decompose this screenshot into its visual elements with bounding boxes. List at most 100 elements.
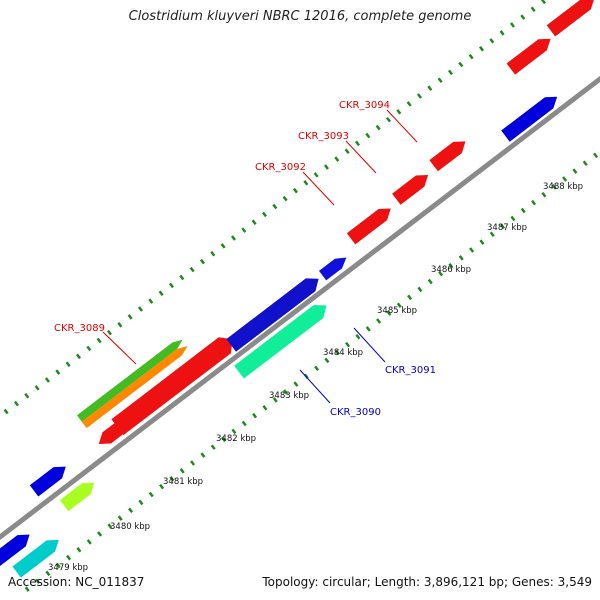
upper-tick-mark bbox=[106, 329, 112, 336]
scale-label: 3487 kbp bbox=[487, 223, 527, 233]
upper-tick-mark bbox=[406, 101, 412, 107]
gene-arrow bbox=[501, 96, 558, 142]
lower-tick-mark bbox=[386, 310, 392, 316]
upper-tick-mark bbox=[3, 408, 9, 415]
upper-tick-mark bbox=[241, 227, 247, 233]
upper-tick-mark bbox=[189, 266, 195, 273]
lower-tick-mark bbox=[55, 562, 61, 569]
lower-tick-mark bbox=[438, 270, 444, 277]
lower-tick-mark bbox=[283, 389, 289, 395]
lower-tick-mark bbox=[293, 381, 299, 387]
map-title: Clostridium kluyveri NBRC 12016, complet… bbox=[128, 9, 472, 24]
upper-tick-mark bbox=[292, 187, 298, 194]
gene-arrow bbox=[111, 337, 233, 436]
upper-tick-mark bbox=[313, 172, 319, 178]
gene-arrow bbox=[77, 339, 183, 422]
upper-tick-mark bbox=[96, 337, 102, 344]
gene-label: CKR_3089 bbox=[54, 323, 105, 334]
gene-label-leader bbox=[302, 171, 335, 206]
upper-tick-mark bbox=[13, 400, 19, 407]
lower-tick-mark bbox=[448, 263, 454, 269]
lower-tick-mark bbox=[355, 334, 361, 340]
lower-tick-mark bbox=[66, 554, 72, 561]
gene-label-leader bbox=[386, 109, 418, 143]
upper-tick-mark bbox=[272, 203, 278, 210]
upper-tick-mark bbox=[447, 69, 453, 76]
lower-tick-mark bbox=[572, 168, 578, 174]
lower-tick-mark bbox=[107, 523, 113, 529]
upper-tick-mark bbox=[210, 251, 216, 257]
upper-tick-mark bbox=[34, 385, 40, 391]
lower-tick-mark bbox=[582, 160, 588, 166]
upper-tick-mark bbox=[148, 298, 154, 304]
upper-tick-mark bbox=[344, 148, 350, 154]
lower-tick-mark bbox=[272, 397, 278, 403]
lower-tick-mark bbox=[148, 491, 154, 498]
lower-tick-mark bbox=[324, 357, 330, 364]
upper-tick-mark bbox=[65, 361, 71, 367]
upper-tick-mark bbox=[24, 393, 30, 399]
lower-tick-mark bbox=[86, 539, 92, 545]
lower-tick-mark bbox=[531, 199, 537, 206]
gene-arrow bbox=[81, 346, 188, 429]
upper-tick-mark bbox=[303, 180, 309, 186]
scale-label: 3480 kbp bbox=[110, 522, 150, 532]
upper-tick-mark bbox=[75, 353, 81, 360]
lower-tick-mark bbox=[179, 468, 185, 474]
scale-label: 3479 kbp bbox=[48, 563, 88, 573]
lower-tick-mark bbox=[117, 515, 123, 521]
upper-tick-mark bbox=[86, 345, 92, 352]
upper-tick-mark bbox=[540, 0, 546, 5]
gene-arrow bbox=[546, 0, 594, 37]
gene-label: CKR_3094 bbox=[339, 100, 390, 111]
genome-summary-text: Topology: circular; Length: 3,896,121 bp… bbox=[262, 575, 592, 589]
upper-tick-mark bbox=[251, 219, 257, 225]
lower-tick-mark bbox=[551, 184, 557, 190]
upper-tick-mark bbox=[168, 282, 174, 289]
lower-tick-mark bbox=[76, 546, 82, 553]
genome-backbone-line bbox=[0, 75, 600, 541]
gene-arrow bbox=[392, 175, 429, 205]
upper-tick-mark bbox=[385, 116, 391, 123]
lower-tick-mark bbox=[210, 444, 216, 450]
gene-arrow bbox=[29, 466, 66, 497]
lower-tick-mark bbox=[128, 507, 134, 514]
upper-tick-mark bbox=[520, 14, 526, 20]
upper-tick-mark bbox=[354, 140, 360, 147]
lower-tick-mark bbox=[45, 570, 51, 577]
lower-tick-mark bbox=[500, 223, 506, 230]
upper-tick-mark bbox=[137, 306, 143, 312]
upper-tick-mark bbox=[375, 124, 381, 131]
lower-tick-mark bbox=[562, 176, 568, 182]
upper-tick-mark bbox=[127, 314, 133, 320]
lower-tick-mark bbox=[510, 215, 516, 222]
gene-label: CKR_3090 bbox=[330, 407, 381, 418]
lower-tick-mark bbox=[159, 483, 165, 490]
upper-tick-mark bbox=[158, 290, 164, 296]
upper-tick-mark bbox=[179, 274, 185, 281]
gene-label-leader bbox=[345, 140, 377, 174]
gene-arrow bbox=[0, 534, 30, 566]
lower-tick-mark bbox=[252, 412, 258, 419]
gene-label-leader bbox=[353, 327, 386, 363]
gene-arrow bbox=[12, 539, 59, 578]
lower-tick-mark bbox=[97, 531, 103, 537]
gene-arrow bbox=[346, 208, 391, 245]
lower-tick-mark bbox=[479, 239, 485, 245]
lower-tick-mark bbox=[427, 278, 433, 285]
upper-tick-mark bbox=[427, 85, 433, 91]
gene-arrow bbox=[506, 38, 551, 75]
gene-arrow bbox=[59, 482, 95, 512]
lower-tick-mark bbox=[417, 286, 423, 293]
upper-tick-mark bbox=[365, 132, 371, 139]
gene-label-leader bbox=[299, 369, 331, 404]
lower-tick-mark bbox=[314, 365, 320, 372]
upper-tick-mark bbox=[499, 30, 505, 36]
lower-tick-mark bbox=[35, 578, 41, 585]
lower-tick-mark bbox=[489, 231, 495, 237]
lower-tick-mark bbox=[200, 452, 206, 458]
lower-tick-mark bbox=[376, 318, 382, 324]
upper-tick-mark bbox=[323, 164, 329, 170]
